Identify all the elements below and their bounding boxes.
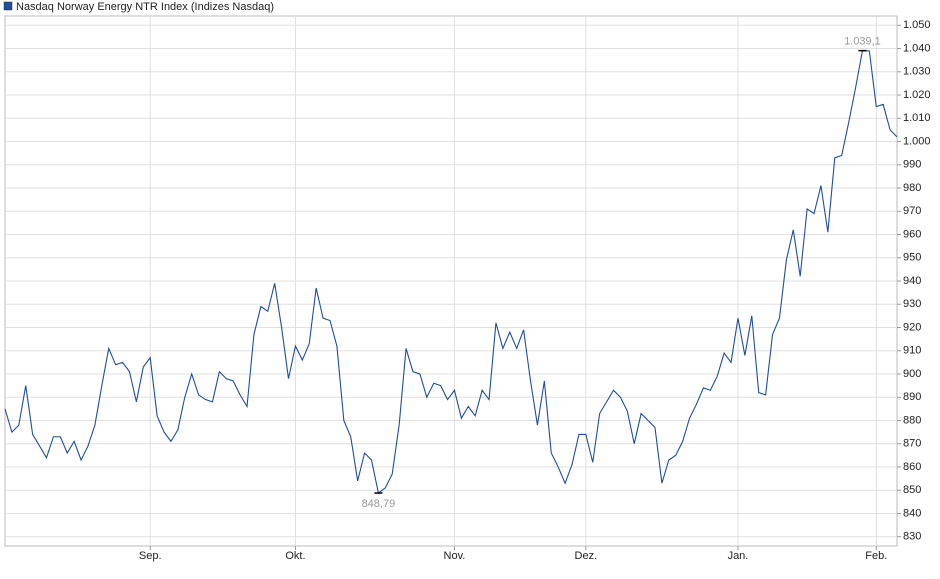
x-tick-label: Okt.	[285, 550, 305, 562]
x-tick-label: Feb.	[865, 550, 887, 562]
y-tick-label: 1.000	[903, 135, 931, 147]
y-tick-label: 850	[903, 484, 921, 496]
y-tick-label: 1.030	[903, 66, 931, 78]
y-tick-label: 910	[903, 345, 921, 357]
y-tick-label: 890	[903, 391, 921, 403]
legend-label: Nasdaq Norway Energy NTR Index (Indizes …	[16, 1, 274, 13]
x-tick-label: Dez.	[575, 550, 598, 562]
y-tick-label: 840	[903, 507, 921, 519]
y-tick-label: 1.010	[903, 112, 931, 124]
series-line	[4, 50, 898, 494]
x-tick-label: Jan.	[728, 550, 749, 562]
y-tick-label: 870	[903, 438, 921, 450]
y-tick-label: 930	[903, 298, 921, 310]
y-tick-label: 960	[903, 228, 921, 240]
y-tick-label: 1.040	[903, 42, 931, 54]
y-tick-label: 940	[903, 275, 921, 287]
value-label: 848,79	[362, 498, 396, 510]
y-tick-label: 1.020	[903, 89, 931, 101]
y-tick-label: 830	[903, 531, 921, 543]
y-tick-label: 860	[903, 461, 921, 473]
legend-swatch	[3, 1, 13, 11]
y-tick-label: 920	[903, 321, 921, 333]
x-tick-label: Sep.	[139, 550, 162, 562]
x-tick-label: Nov.	[444, 550, 466, 562]
y-tick-label: 980	[903, 182, 921, 194]
y-tick-label: 990	[903, 159, 921, 171]
y-tick-label: 950	[903, 252, 921, 264]
y-tick-label: 880	[903, 414, 921, 426]
y-tick-label: 1.050	[903, 19, 931, 31]
y-tick-label: 970	[903, 205, 921, 217]
value-label: 1.039,1	[844, 36, 881, 48]
y-tick-label: 900	[903, 368, 921, 380]
